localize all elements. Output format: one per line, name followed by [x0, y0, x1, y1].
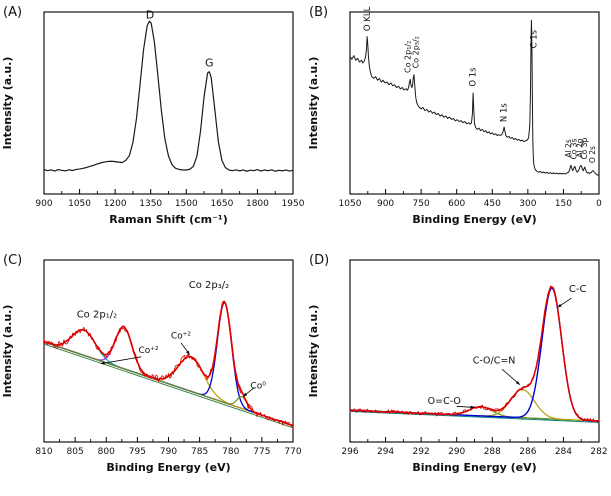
svg-text:1200: 1200 — [104, 199, 127, 209]
svg-text:Co 2p₃/₂: Co 2p₃/₂ — [189, 280, 229, 291]
panel-d-c1s-xps-chart: 296 294 292 290 288 286 284 282 C-C C-O/C=N O=C-O (… — [307, 253, 608, 474]
svg-text:Intensity (a.u.): Intensity (a.u.) — [307, 305, 320, 398]
panel-a-raman-chart: 900 1050 1200 1350 1500 1650 1800 1950 D G (A) Rama… — [1, 5, 305, 226]
svg-text:900: 900 — [377, 199, 394, 209]
svg-text:O 1s: O 1s — [468, 67, 478, 87]
svg-text:286: 286 — [519, 447, 536, 457]
svg-text:790: 790 — [160, 447, 177, 457]
svg-text:292: 292 — [413, 447, 430, 457]
svg-text:C-C: C-C — [569, 284, 587, 295]
svg-text:775: 775 — [253, 447, 270, 457]
svg-text:Al 2p: Al 2p — [575, 138, 584, 157]
svg-text:C-O/C=N: C-O/C=N — [473, 356, 516, 367]
svg-text:D: D — [146, 8, 154, 21]
svg-text:Co 3p: Co 3p — [580, 137, 589, 159]
svg-text:780: 780 — [222, 447, 239, 457]
svg-text:1350: 1350 — [139, 199, 162, 209]
svg-text:Binding Energy (eV): Binding Energy (eV) — [412, 461, 536, 474]
svg-text:O 2s: O 2s — [588, 146, 597, 163]
svg-text:Binding Energy (eV): Binding Energy (eV) — [106, 461, 230, 474]
svg-text:770: 770 — [284, 447, 301, 457]
svg-text:294: 294 — [377, 447, 394, 457]
svg-text:Co 3s: Co 3s — [569, 138, 578, 159]
svg-text:0: 0 — [596, 199, 602, 209]
svg-text:G: G — [205, 57, 214, 70]
svg-text:300: 300 — [519, 199, 536, 209]
svg-text:O KLL: O KLL — [363, 6, 373, 31]
svg-text:(C): (C) — [3, 253, 22, 268]
svg-text:288: 288 — [484, 447, 501, 457]
panel-b-xps-survey-chart: 1050 900 750 600 450 300 150 0 O KLL Co 2p₁/₂Co 2… — [307, 5, 602, 226]
svg-text:1800: 1800 — [246, 199, 269, 209]
svg-text:1500: 1500 — [175, 199, 198, 209]
svg-text:Intensity (a.u.): Intensity (a.u.) — [307, 57, 320, 150]
svg-text:Co⁺²: Co⁺² — [171, 331, 192, 341]
svg-text:Al 2s: Al 2s — [564, 139, 573, 157]
svg-text:Intensity (a.u.): Intensity (a.u.) — [1, 305, 14, 398]
svg-text:282: 282 — [590, 447, 607, 457]
svg-text:750: 750 — [413, 199, 430, 209]
svg-text:(B): (B) — [309, 5, 328, 20]
svg-text:1050: 1050 — [68, 199, 91, 209]
svg-text:810: 810 — [35, 447, 52, 457]
svg-text:(D): (D) — [309, 253, 329, 268]
svg-text:900: 900 — [35, 199, 52, 209]
svg-text:Co⁰: Co⁰ — [250, 381, 266, 391]
panel-c-co2p-xps-chart: 810 805 800 795 790 785 780 775 770 Co 2p₁/₂ Co 2p… — [1, 253, 302, 474]
svg-text:805: 805 — [67, 447, 84, 457]
svg-text:284: 284 — [555, 447, 572, 457]
svg-text:N 1s: N 1s — [499, 103, 509, 122]
svg-text:800: 800 — [98, 447, 115, 457]
svg-text:Co 2p₁/₂: Co 2p₁/₂ — [77, 309, 117, 320]
svg-text:1050: 1050 — [339, 199, 362, 209]
svg-text:Co⁺²: Co⁺² — [139, 346, 160, 356]
svg-text:Co 2p₁/₂: Co 2p₁/₂ — [403, 41, 412, 73]
svg-text:Co 2p₃/₂: Co 2p₃/₂ — [411, 36, 420, 68]
svg-text:795: 795 — [129, 447, 146, 457]
svg-text:785: 785 — [191, 447, 208, 457]
svg-text:1650: 1650 — [210, 199, 233, 209]
svg-text:C 1s: C 1s — [529, 29, 539, 48]
svg-text:1950: 1950 — [282, 199, 305, 209]
svg-text:(A): (A) — [3, 5, 22, 20]
svg-text:Raman Shift (cm⁻¹): Raman Shift (cm⁻¹) — [109, 213, 228, 226]
svg-text:600: 600 — [448, 199, 465, 209]
svg-text:290: 290 — [448, 447, 465, 457]
svg-text:O=C-O: O=C-O — [428, 396, 461, 407]
svg-text:Binding Energy (eV): Binding Energy (eV) — [412, 213, 536, 226]
svg-text:296: 296 — [341, 447, 358, 457]
svg-text:450: 450 — [484, 199, 501, 209]
svg-text:Intensity (a.u.): Intensity (a.u.) — [1, 57, 14, 150]
svg-text:150: 150 — [555, 199, 572, 209]
